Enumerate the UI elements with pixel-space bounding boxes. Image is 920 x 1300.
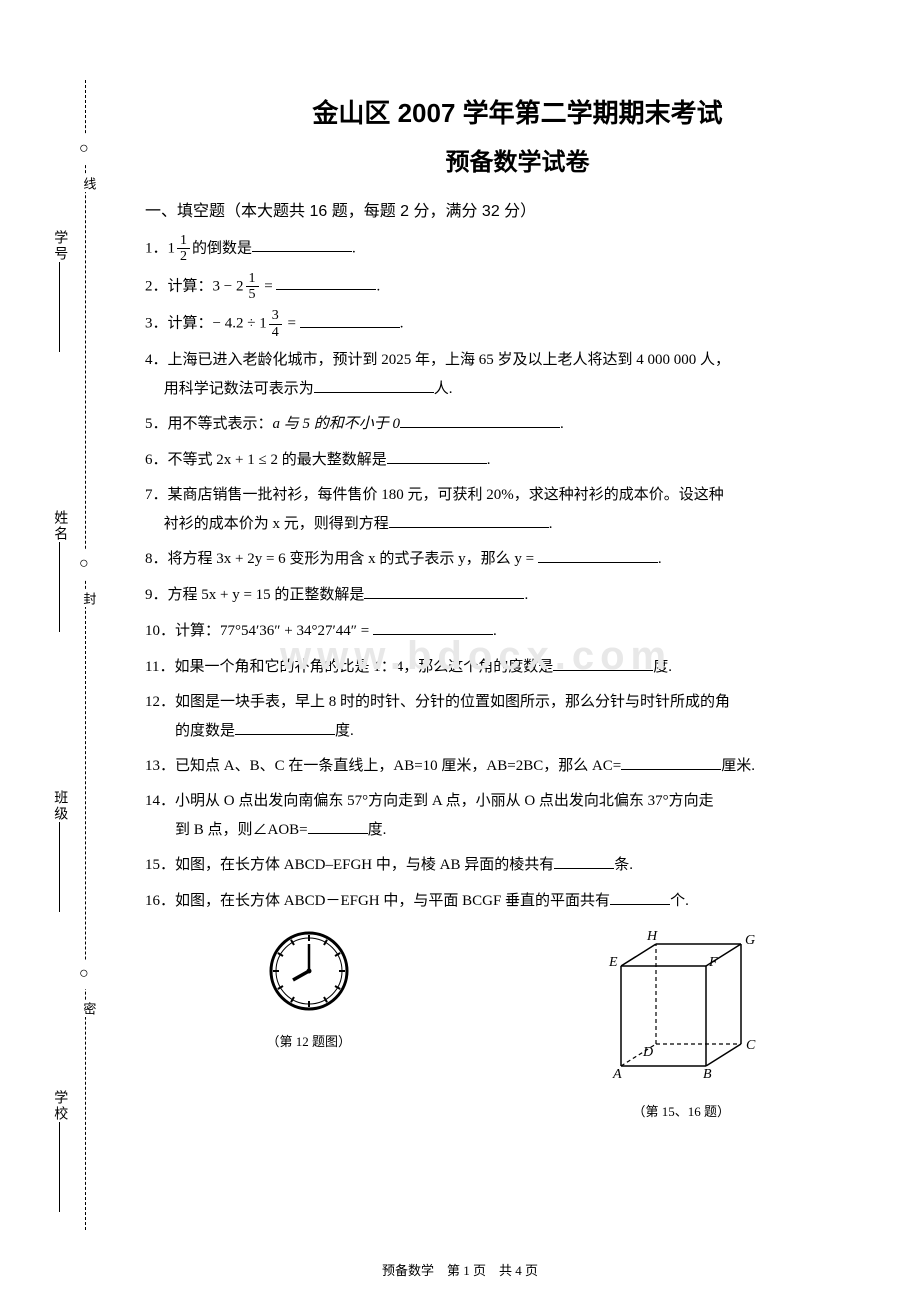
svg-text:E: E [608, 955, 618, 970]
question-10: 10．计算：77°54′36″ + 34°27′44″ = . [145, 616, 890, 646]
page-footer: 预备数学 第 1 页 共 4 页 [0, 1259, 920, 1282]
question-15: 15．如图，在长方体 ABCD–EFGH 中，与棱 AB 异面的棱共有条. [145, 850, 890, 880]
question-7: 7．某商店销售一批衬衫，每件售价 180 元，可获利 20%，求这种衬衫的成本价… [145, 481, 890, 538]
svg-text:G: G [745, 933, 755, 948]
question-6: 6．不等式 2x + 1 ≤ 2 的最大整数解是. [145, 445, 890, 475]
question-11: 11．如果一个角和它的补角的比是 1：4，那么这个角的度数是度. [145, 652, 890, 682]
binding-circle-3: ○ [79, 960, 89, 989]
svg-text:F: F [708, 955, 718, 970]
svg-text:D: D [642, 1045, 653, 1060]
field-class: 班级 [47, 790, 72, 912]
figure-clock: （第 12 题图） [264, 926, 354, 1053]
question-4: 4．上海已进入老龄化城市，预计到 2025 年，上海 65 岁及以上老人将达到 … [145, 346, 890, 403]
page-title: 金山区 2007 学年第二学期期末考试 [145, 90, 890, 137]
binding-column: ○ 线 ○ 封 ○ 密 学校 班级 姓名 学号 [55, 80, 115, 1230]
figures-row: （第 12 题图） [145, 926, 890, 1123]
field-number: 学号 [47, 230, 72, 352]
question-13: 13．已知点 A、B、C 在一条直线上，AB=10 厘米，AB=2BC，那么 A… [145, 751, 890, 781]
question-8: 8．将方程 3x + 2y = 6 变形为用含 x 的式子表示 y，那么 y =… [145, 544, 890, 574]
question-1: 1．112的倒数是. [145, 233, 890, 265]
svg-text:B: B [703, 1067, 712, 1082]
binding-label-xian: 线 [77, 175, 100, 192]
main-content: 金山区 2007 学年第二学期期末考试 预备数学试卷 一、填空题（本大题共 16… [145, 0, 890, 1124]
binding-dashed-line [85, 80, 86, 1230]
svg-text:C: C [746, 1038, 756, 1053]
figure-clock-caption: （第 12 题图） [264, 1030, 354, 1053]
question-12: 12．如图是一块手表，早上 8 时的时针、分针的位置如图所示，那么分针与时针所成… [145, 688, 890, 745]
field-name: 姓名 [47, 510, 72, 632]
question-16: 16．如图，在长方体 ABCD－EFGH 中，与平面 BCGF 垂直的平面共有个… [145, 886, 890, 916]
binding-label-feng: 封 [77, 590, 100, 607]
svg-text:A: A [612, 1067, 622, 1082]
binding-label-mi: 密 [77, 1000, 100, 1017]
question-3: 3．计算：− 4.2 ÷ 134 = . [145, 308, 890, 340]
question-2: 2．计算：3 − 215 = . [145, 271, 890, 303]
figure-cuboid: A B C D E F G H （第 15、16 题） [591, 926, 771, 1123]
question-9: 9．方程 5x + y = 15 的正整数解是. [145, 580, 890, 610]
binding-circle-1: ○ [79, 135, 89, 164]
svg-text:H: H [646, 929, 658, 944]
page-subtitle: 预备数学试卷 [145, 141, 890, 184]
binding-circle-2: ○ [79, 550, 89, 579]
field-school: 学校 [47, 1090, 72, 1212]
figure-cuboid-caption: （第 15、16 题） [591, 1100, 771, 1123]
question-5: 5．用不等式表示：a 与 5 的和不小于 0. [145, 409, 890, 439]
section-header: 一、填空题（本大题共 16 题，每题 2 分，满分 32 分） [145, 198, 890, 227]
clock-icon [264, 926, 354, 1016]
cuboid-icon: A B C D E F G H [591, 926, 771, 1086]
question-14: 14．小明从 O 点出发向南偏东 57°方向走到 A 点，小丽从 O 点出发向北… [145, 787, 890, 844]
